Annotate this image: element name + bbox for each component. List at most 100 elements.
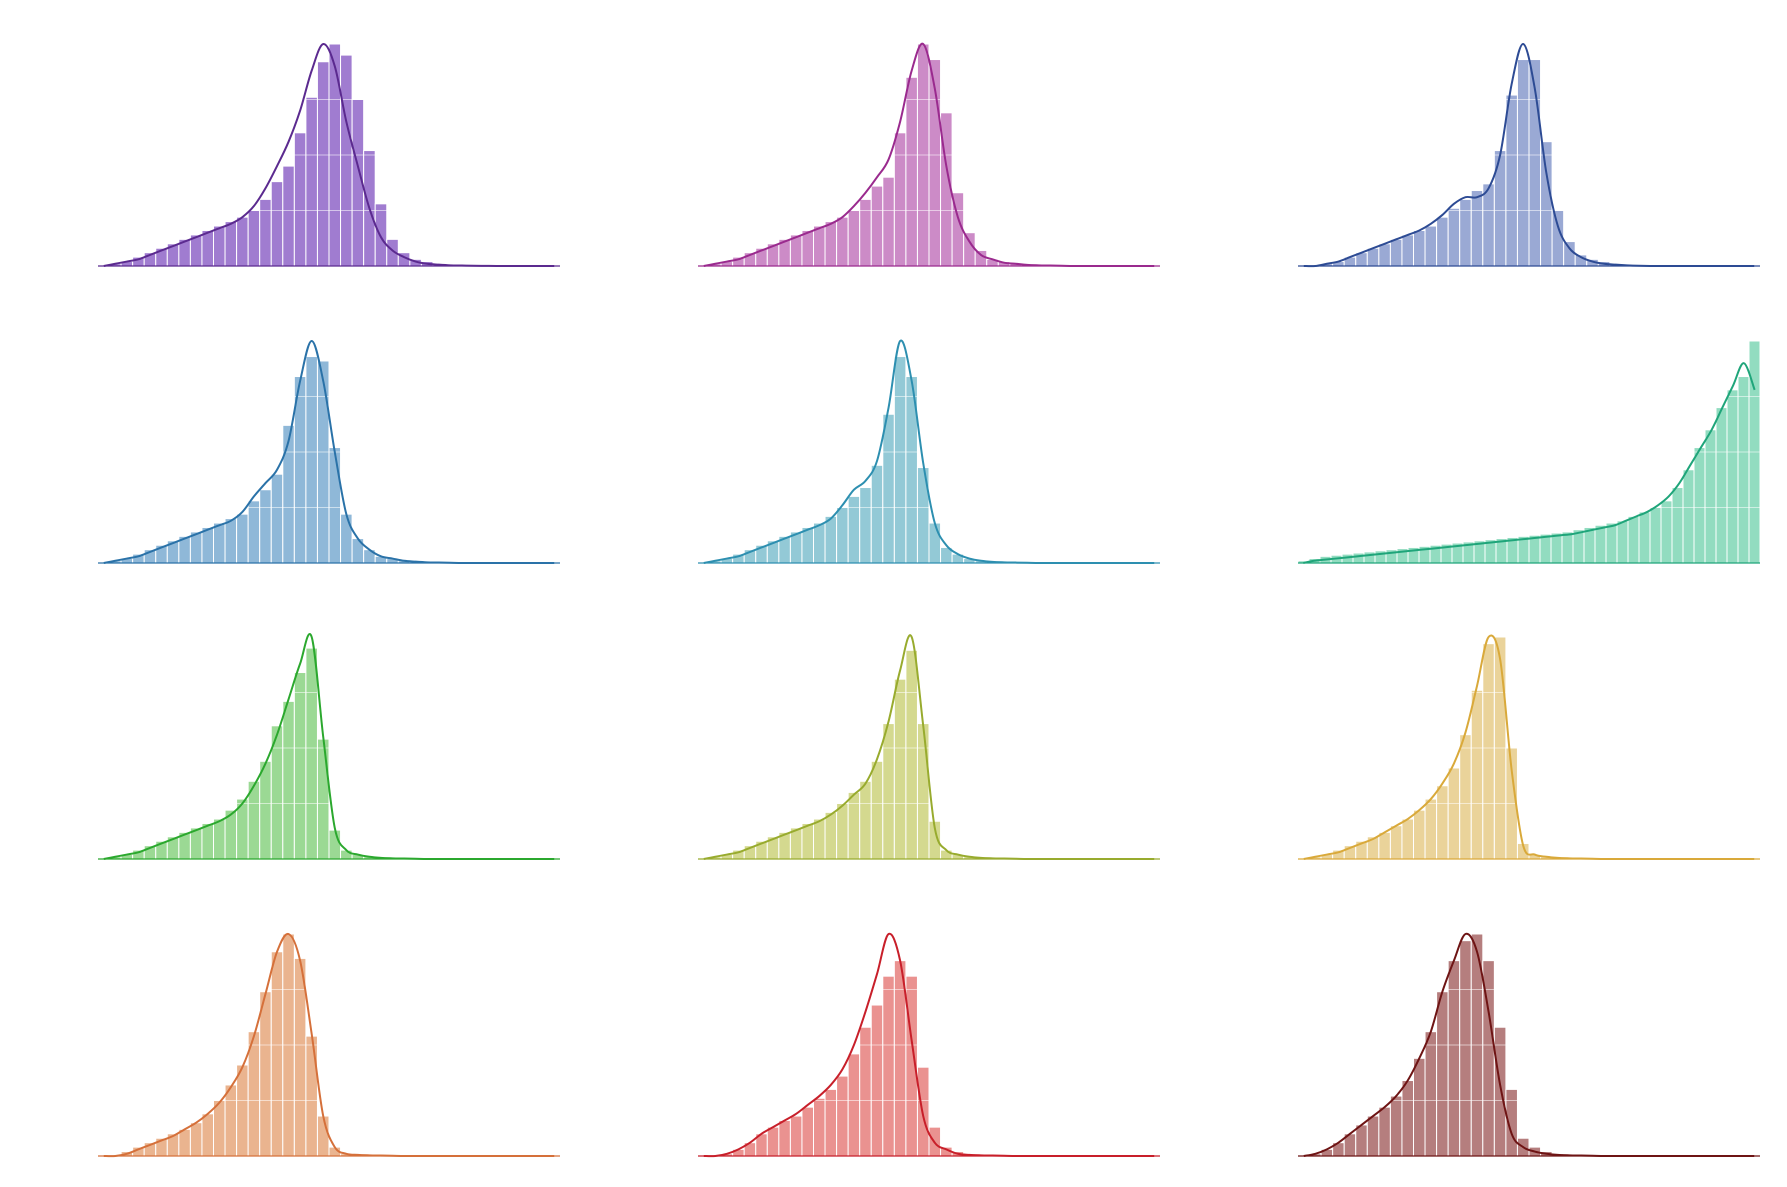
histogram-plot bbox=[698, 634, 1160, 861]
histogram-bar bbox=[1401, 1080, 1414, 1157]
histogram-bar bbox=[224, 221, 238, 267]
kde-line bbox=[1303, 362, 1756, 564]
histogram-bar bbox=[282, 700, 295, 860]
histogram-plot bbox=[698, 339, 1160, 565]
histogram-bar bbox=[1649, 507, 1662, 564]
histogram-bar bbox=[847, 791, 861, 860]
histogram-bar bbox=[1352, 552, 1365, 564]
histogram-bar bbox=[778, 1119, 791, 1157]
histogram-bar bbox=[1378, 831, 1391, 860]
histogram-bar bbox=[893, 356, 907, 564]
histogram-bar bbox=[1671, 487, 1684, 564]
histogram-bar bbox=[766, 1126, 780, 1157]
histogram-bar bbox=[189, 1122, 203, 1157]
histogram-bar bbox=[1726, 389, 1739, 564]
histogram-bar bbox=[893, 132, 907, 267]
histogram-bar bbox=[213, 225, 226, 267]
histogram-plot bbox=[1298, 42, 1760, 268]
histogram-bar bbox=[270, 473, 284, 564]
histogram-bar bbox=[1459, 940, 1472, 1157]
histogram-bar bbox=[340, 513, 353, 564]
histogram-bar bbox=[1459, 198, 1472, 267]
histogram-bar bbox=[1389, 238, 1403, 267]
histogram-bar bbox=[905, 76, 918, 267]
kde-line bbox=[1303, 932, 1755, 1158]
kde-line bbox=[103, 43, 555, 268]
histogram-plot bbox=[98, 633, 560, 861]
histogram-bar bbox=[1505, 94, 1518, 267]
histogram-bar bbox=[847, 210, 861, 267]
histogram-bar bbox=[836, 216, 849, 267]
kde-line bbox=[703, 932, 1155, 1158]
histogram-bar bbox=[1550, 532, 1563, 564]
histogram-bar bbox=[270, 951, 284, 1157]
histogram-bar bbox=[1516, 59, 1530, 267]
histogram-bar bbox=[813, 818, 826, 860]
histogram-bar bbox=[1715, 407, 1728, 564]
histogram-bar bbox=[824, 221, 838, 267]
histogram-bar bbox=[824, 811, 838, 860]
histogram-bar bbox=[270, 181, 284, 267]
histogram-bar bbox=[1378, 243, 1391, 267]
histogram-bar bbox=[236, 1064, 249, 1157]
histogram-bar bbox=[963, 232, 976, 267]
histogram-bar bbox=[316, 1115, 330, 1157]
histogram-bar bbox=[1563, 241, 1576, 267]
histogram-bar bbox=[859, 1026, 872, 1157]
histogram-panel-10 bbox=[98, 932, 560, 1158]
histogram-bar bbox=[859, 780, 872, 860]
histogram-bar bbox=[328, 829, 342, 860]
histogram-bar bbox=[316, 360, 330, 564]
histogram-bar bbox=[824, 515, 838, 564]
histogram-bar bbox=[259, 760, 272, 860]
histogram-bar bbox=[201, 822, 214, 860]
histogram-bar bbox=[813, 1097, 826, 1157]
histogram-bar bbox=[882, 413, 895, 564]
histogram-bar bbox=[859, 487, 872, 564]
histogram-bar bbox=[1363, 551, 1376, 564]
histogram-panel-4 bbox=[98, 339, 560, 565]
histogram-bar bbox=[1482, 643, 1495, 860]
histogram-bar bbox=[847, 495, 861, 564]
histogram-bar bbox=[1401, 234, 1414, 267]
histogram-bar bbox=[1470, 190, 1484, 267]
histogram-bar bbox=[882, 975, 895, 1157]
histogram-bar bbox=[974, 249, 988, 267]
histogram-bar bbox=[916, 723, 930, 860]
histogram-bar bbox=[801, 1106, 814, 1157]
histogram-bar bbox=[1413, 1057, 1426, 1157]
histogram-bar bbox=[1594, 524, 1607, 564]
histogram-plot bbox=[98, 339, 560, 565]
histogram-bar bbox=[259, 198, 272, 267]
histogram-bar bbox=[1436, 991, 1449, 1157]
histogram-bar bbox=[1413, 229, 1426, 267]
histogram-bar bbox=[813, 225, 826, 267]
histogram-bar bbox=[1482, 183, 1495, 267]
histogram-bar bbox=[813, 522, 826, 564]
histogram-bar bbox=[1572, 529, 1585, 564]
histogram-bar bbox=[1401, 818, 1414, 860]
histogram-bar bbox=[836, 1075, 849, 1157]
histogram-panel-11 bbox=[698, 932, 1160, 1158]
histogram-bar bbox=[882, 176, 895, 267]
histogram-plot bbox=[98, 43, 560, 268]
kde-line bbox=[1303, 634, 1755, 861]
histogram-bar bbox=[236, 513, 249, 564]
histogram-bar bbox=[201, 1113, 214, 1157]
histogram-bar bbox=[1459, 734, 1472, 860]
histogram-bar bbox=[928, 522, 942, 564]
kde-line bbox=[103, 932, 555, 1158]
histogram-panel-8 bbox=[698, 634, 1160, 861]
histogram-bar bbox=[1470, 689, 1484, 860]
histogram-bar bbox=[1436, 216, 1449, 267]
histogram-bar bbox=[1447, 207, 1461, 267]
histogram-panel-2 bbox=[698, 42, 1160, 268]
histogram-bar bbox=[1638, 511, 1651, 564]
histogram-bar bbox=[1540, 141, 1553, 267]
histogram-bar bbox=[1389, 1095, 1403, 1157]
histogram-bar bbox=[224, 518, 238, 564]
histogram-bar bbox=[1660, 500, 1673, 564]
kde-line bbox=[703, 42, 1155, 268]
histogram-bar bbox=[870, 464, 884, 564]
histogram-bar bbox=[847, 1053, 861, 1157]
